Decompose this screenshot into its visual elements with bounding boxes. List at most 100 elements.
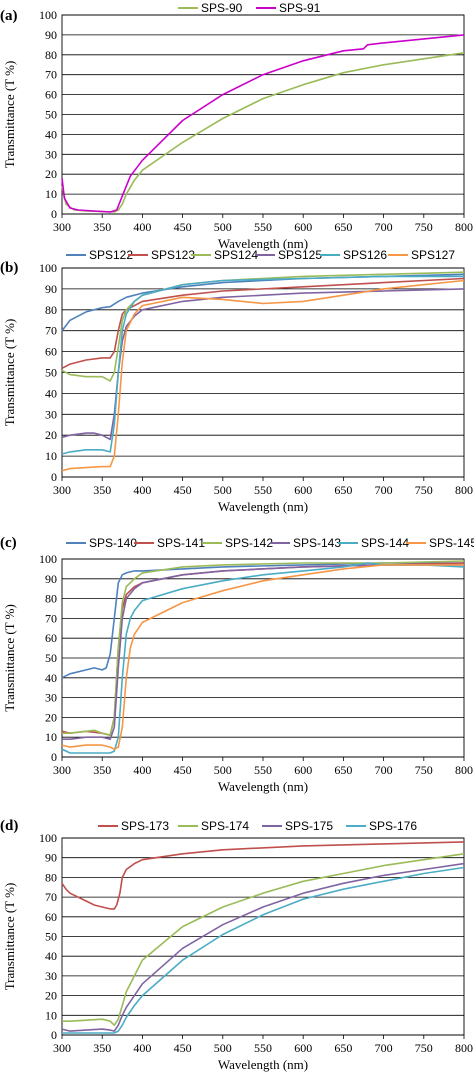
x-tick-label: 550 xyxy=(254,1041,272,1055)
y-tick-label: 30 xyxy=(45,147,57,161)
x-tick-label: 750 xyxy=(415,1041,433,1055)
y-tick-label: 50 xyxy=(45,108,57,122)
legend-label: SPS-142 xyxy=(225,536,273,550)
series-line-SPS-145 xyxy=(61,564,464,750)
series-line-SPS124 xyxy=(61,271,465,382)
series-line-SPS-142 xyxy=(62,560,465,737)
x-tick-label: 450 xyxy=(174,763,192,777)
series-line-SPS-91 xyxy=(61,34,465,213)
x-tick-label: 400 xyxy=(133,220,151,234)
y-tick-label: 80 xyxy=(45,48,57,62)
x-tick-label: 650 xyxy=(334,483,352,497)
x-axis-title: Wavelength (nm) xyxy=(218,236,308,251)
legend-label: SPS-90 xyxy=(201,1,243,15)
y-tick-label: 20 xyxy=(45,428,57,442)
y-tick-label: 60 xyxy=(45,910,57,924)
y-tick-label: 100 xyxy=(39,261,57,275)
x-tick-label: 550 xyxy=(254,483,272,497)
x-tick-label: 300 xyxy=(53,483,71,497)
x-tick-label: 650 xyxy=(334,763,352,777)
y-tick-label: 0 xyxy=(51,750,57,764)
x-tick-label: 500 xyxy=(214,483,232,497)
y-tick-label: 20 xyxy=(45,989,57,1003)
plot-frame xyxy=(61,558,465,758)
x-axis-title: Wavelength (nm) xyxy=(218,1057,308,1072)
legend-label: SPS125 xyxy=(278,248,322,262)
x-tick-label: 500 xyxy=(214,220,232,234)
panel-label: (d) xyxy=(0,818,18,834)
legend-label: SPS-143 xyxy=(293,536,341,550)
y-tick-label: 0 xyxy=(51,470,57,484)
y-tick-label: 30 xyxy=(45,407,57,421)
x-tick-label: 750 xyxy=(415,763,433,777)
x-tick-label: 700 xyxy=(375,483,393,497)
legend-label: SPS123 xyxy=(151,248,195,262)
chart-panel-3: (d) 0 10 20 30 40 50 60 70 80 90 100 300 350 400 450 500… xyxy=(0,818,473,1072)
legend-label: SPS-175 xyxy=(285,819,333,833)
y-tick-label: 80 xyxy=(45,592,57,606)
y-tick-label: 50 xyxy=(45,930,57,944)
legend-label: SPS-145 xyxy=(429,536,474,550)
x-tick-label: 750 xyxy=(415,483,433,497)
chart-panel-0: (a) 0 10 20 30 40 50 60 70 80 90 100 300 350 400 450 500… xyxy=(0,1,473,251)
y-tick-label: 0 xyxy=(51,207,57,221)
y-tick-label: 90 xyxy=(45,572,57,586)
x-tick-label: 700 xyxy=(375,220,393,234)
x-tick-label: 500 xyxy=(214,763,232,777)
x-tick-label: 350 xyxy=(93,220,111,234)
y-tick-label: 70 xyxy=(45,68,57,82)
y-tick-label: 80 xyxy=(45,870,57,884)
y-tick-label: 70 xyxy=(45,890,57,904)
y-tick-label: 10 xyxy=(45,187,57,201)
y-tick-label: 30 xyxy=(45,969,57,983)
series-line-SPS-141 xyxy=(61,562,465,737)
x-axis-title: Wavelength (nm) xyxy=(218,499,308,514)
series-line-SPS-90 xyxy=(61,52,465,213)
y-axis-title: Transmittance (T %) xyxy=(2,319,17,427)
x-tick-label: 300 xyxy=(53,763,71,777)
series-line-SPS126 xyxy=(61,275,464,455)
chart-panel-1: (b) 0 10 20 30 40 50 60 70 80 90 100 300 350 400 450 500… xyxy=(0,248,473,514)
y-tick-label: 10 xyxy=(45,1008,57,1022)
y-axis-title: Transmittance (T %) xyxy=(2,604,17,712)
legend-label: SPS-144 xyxy=(361,536,409,550)
y-tick-label: 50 xyxy=(45,651,57,665)
legend-label: SPS-141 xyxy=(157,536,205,550)
chart-panel-2: (c) 0 10 20 30 40 50 60 70 80 90 100 300 350 400 450 500… xyxy=(0,535,474,794)
y-tick-label: 90 xyxy=(45,851,57,865)
y-tick-label: 100 xyxy=(39,552,57,566)
x-tick-label: 350 xyxy=(93,763,111,777)
y-tick-label: 40 xyxy=(45,949,57,963)
x-tick-label: 600 xyxy=(294,483,312,497)
series-line-SPS123 xyxy=(61,277,465,370)
panel-label: (b) xyxy=(0,260,18,276)
x-tick-label: 300 xyxy=(53,1041,71,1055)
y-tick-label: 40 xyxy=(45,127,57,141)
x-tick-label: 650 xyxy=(334,220,352,234)
legend-label: SPS124 xyxy=(214,248,258,262)
x-axis-title: Wavelength (nm) xyxy=(218,779,308,794)
y-tick-label: 20 xyxy=(45,167,57,181)
y-tick-label: 70 xyxy=(45,324,57,338)
legend-label: SPS127 xyxy=(411,248,455,262)
x-tick-label: 500 xyxy=(214,1041,232,1055)
legend-label: SPS-140 xyxy=(89,536,137,550)
x-tick-label: 350 xyxy=(93,1041,111,1055)
series-line-SPS-176 xyxy=(62,866,465,1034)
x-tick-label: 350 xyxy=(93,483,111,497)
y-tick-label: 60 xyxy=(45,345,57,359)
plot-frame xyxy=(61,267,465,478)
series-line-SPS-140 xyxy=(61,562,464,679)
legend-label: SPS-174 xyxy=(201,819,249,833)
x-tick-label: 600 xyxy=(294,220,312,234)
x-tick-label: 300 xyxy=(53,220,71,234)
x-tick-label: 600 xyxy=(294,763,312,777)
y-tick-label: 60 xyxy=(45,88,57,102)
x-tick-label: 700 xyxy=(375,1041,393,1055)
x-tick-label: 700 xyxy=(375,763,393,777)
legend-label: SPS122 xyxy=(89,248,133,262)
x-tick-label: 800 xyxy=(455,1041,473,1055)
x-tick-label: 550 xyxy=(254,763,272,777)
x-tick-label: 650 xyxy=(334,1041,352,1055)
